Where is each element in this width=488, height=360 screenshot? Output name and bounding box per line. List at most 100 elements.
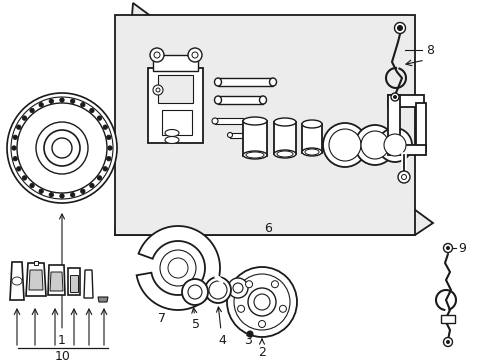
Circle shape [106, 135, 111, 140]
Circle shape [397, 26, 402, 31]
Circle shape [97, 176, 102, 180]
Polygon shape [115, 3, 432, 235]
Bar [218, 78, 272, 86]
Ellipse shape [273, 150, 295, 158]
Ellipse shape [276, 151, 292, 157]
Circle shape [97, 116, 102, 120]
Circle shape [204, 277, 230, 303]
Ellipse shape [273, 118, 295, 126]
Circle shape [153, 85, 163, 95]
Bar [229, 133, 247, 138]
Circle shape [12, 146, 16, 150]
Ellipse shape [227, 132, 232, 138]
Circle shape [106, 157, 111, 161]
Polygon shape [98, 297, 108, 302]
Circle shape [443, 243, 451, 252]
Circle shape [89, 108, 94, 113]
Bar [440, 315, 454, 323]
Text: c: c [72, 282, 76, 288]
Text: 6: 6 [264, 221, 271, 234]
Circle shape [52, 138, 72, 158]
Circle shape [70, 99, 75, 103]
Circle shape [383, 134, 405, 156]
Circle shape [168, 258, 187, 278]
Bar [153, 55, 198, 71]
Circle shape [253, 294, 269, 310]
Polygon shape [136, 226, 220, 310]
Circle shape [227, 278, 247, 298]
Bar [302, 124, 321, 153]
Circle shape [401, 175, 406, 180]
Circle shape [187, 48, 202, 62]
Circle shape [30, 183, 34, 188]
Ellipse shape [269, 78, 276, 86]
Ellipse shape [164, 136, 179, 144]
Circle shape [39, 189, 43, 193]
Circle shape [156, 88, 160, 92]
Ellipse shape [245, 152, 264, 158]
Circle shape [226, 267, 296, 337]
Circle shape [246, 331, 252, 337]
Ellipse shape [214, 96, 221, 104]
Circle shape [70, 193, 75, 197]
Bar [273, 122, 295, 154]
Ellipse shape [243, 151, 266, 159]
Polygon shape [10, 262, 24, 300]
Circle shape [393, 95, 396, 99]
Ellipse shape [259, 96, 266, 104]
Text: 8: 8 [425, 44, 433, 57]
Ellipse shape [214, 78, 221, 86]
Circle shape [11, 97, 113, 199]
Bar [162, 110, 192, 135]
Circle shape [89, 183, 94, 188]
Circle shape [258, 320, 265, 328]
Ellipse shape [243, 117, 266, 125]
Circle shape [279, 305, 286, 312]
Circle shape [30, 108, 34, 113]
Polygon shape [29, 270, 43, 290]
Circle shape [377, 128, 411, 162]
Circle shape [13, 157, 18, 161]
Circle shape [247, 288, 275, 316]
Circle shape [36, 122, 88, 174]
Circle shape [446, 341, 448, 343]
Circle shape [49, 193, 53, 197]
Bar [387, 95, 399, 150]
Circle shape [17, 103, 107, 193]
Ellipse shape [302, 120, 321, 128]
Polygon shape [34, 261, 38, 265]
Circle shape [60, 98, 64, 102]
Circle shape [17, 167, 21, 171]
Circle shape [103, 125, 107, 129]
Circle shape [44, 130, 80, 166]
Bar [215, 118, 243, 124]
Circle shape [354, 125, 394, 165]
Circle shape [49, 99, 53, 103]
Circle shape [328, 129, 360, 161]
Polygon shape [115, 15, 414, 235]
Ellipse shape [164, 130, 179, 136]
Circle shape [237, 305, 244, 312]
Circle shape [323, 123, 366, 167]
Circle shape [390, 93, 398, 101]
Text: 3: 3 [237, 302, 251, 346]
Circle shape [397, 171, 409, 183]
Polygon shape [68, 268, 80, 295]
Polygon shape [84, 270, 93, 298]
Circle shape [187, 285, 202, 299]
Ellipse shape [305, 149, 318, 155]
Text: 7: 7 [158, 297, 173, 324]
Circle shape [103, 167, 107, 171]
Circle shape [232, 283, 243, 293]
Circle shape [22, 116, 27, 120]
Text: c: c [54, 281, 58, 287]
Bar [243, 121, 266, 156]
Circle shape [22, 176, 27, 180]
Text: 10: 10 [55, 350, 71, 360]
Circle shape [443, 338, 451, 346]
Circle shape [245, 281, 252, 288]
Circle shape [271, 281, 278, 288]
Bar [218, 96, 263, 104]
Bar [415, 103, 425, 151]
Text: 9: 9 [457, 242, 465, 255]
